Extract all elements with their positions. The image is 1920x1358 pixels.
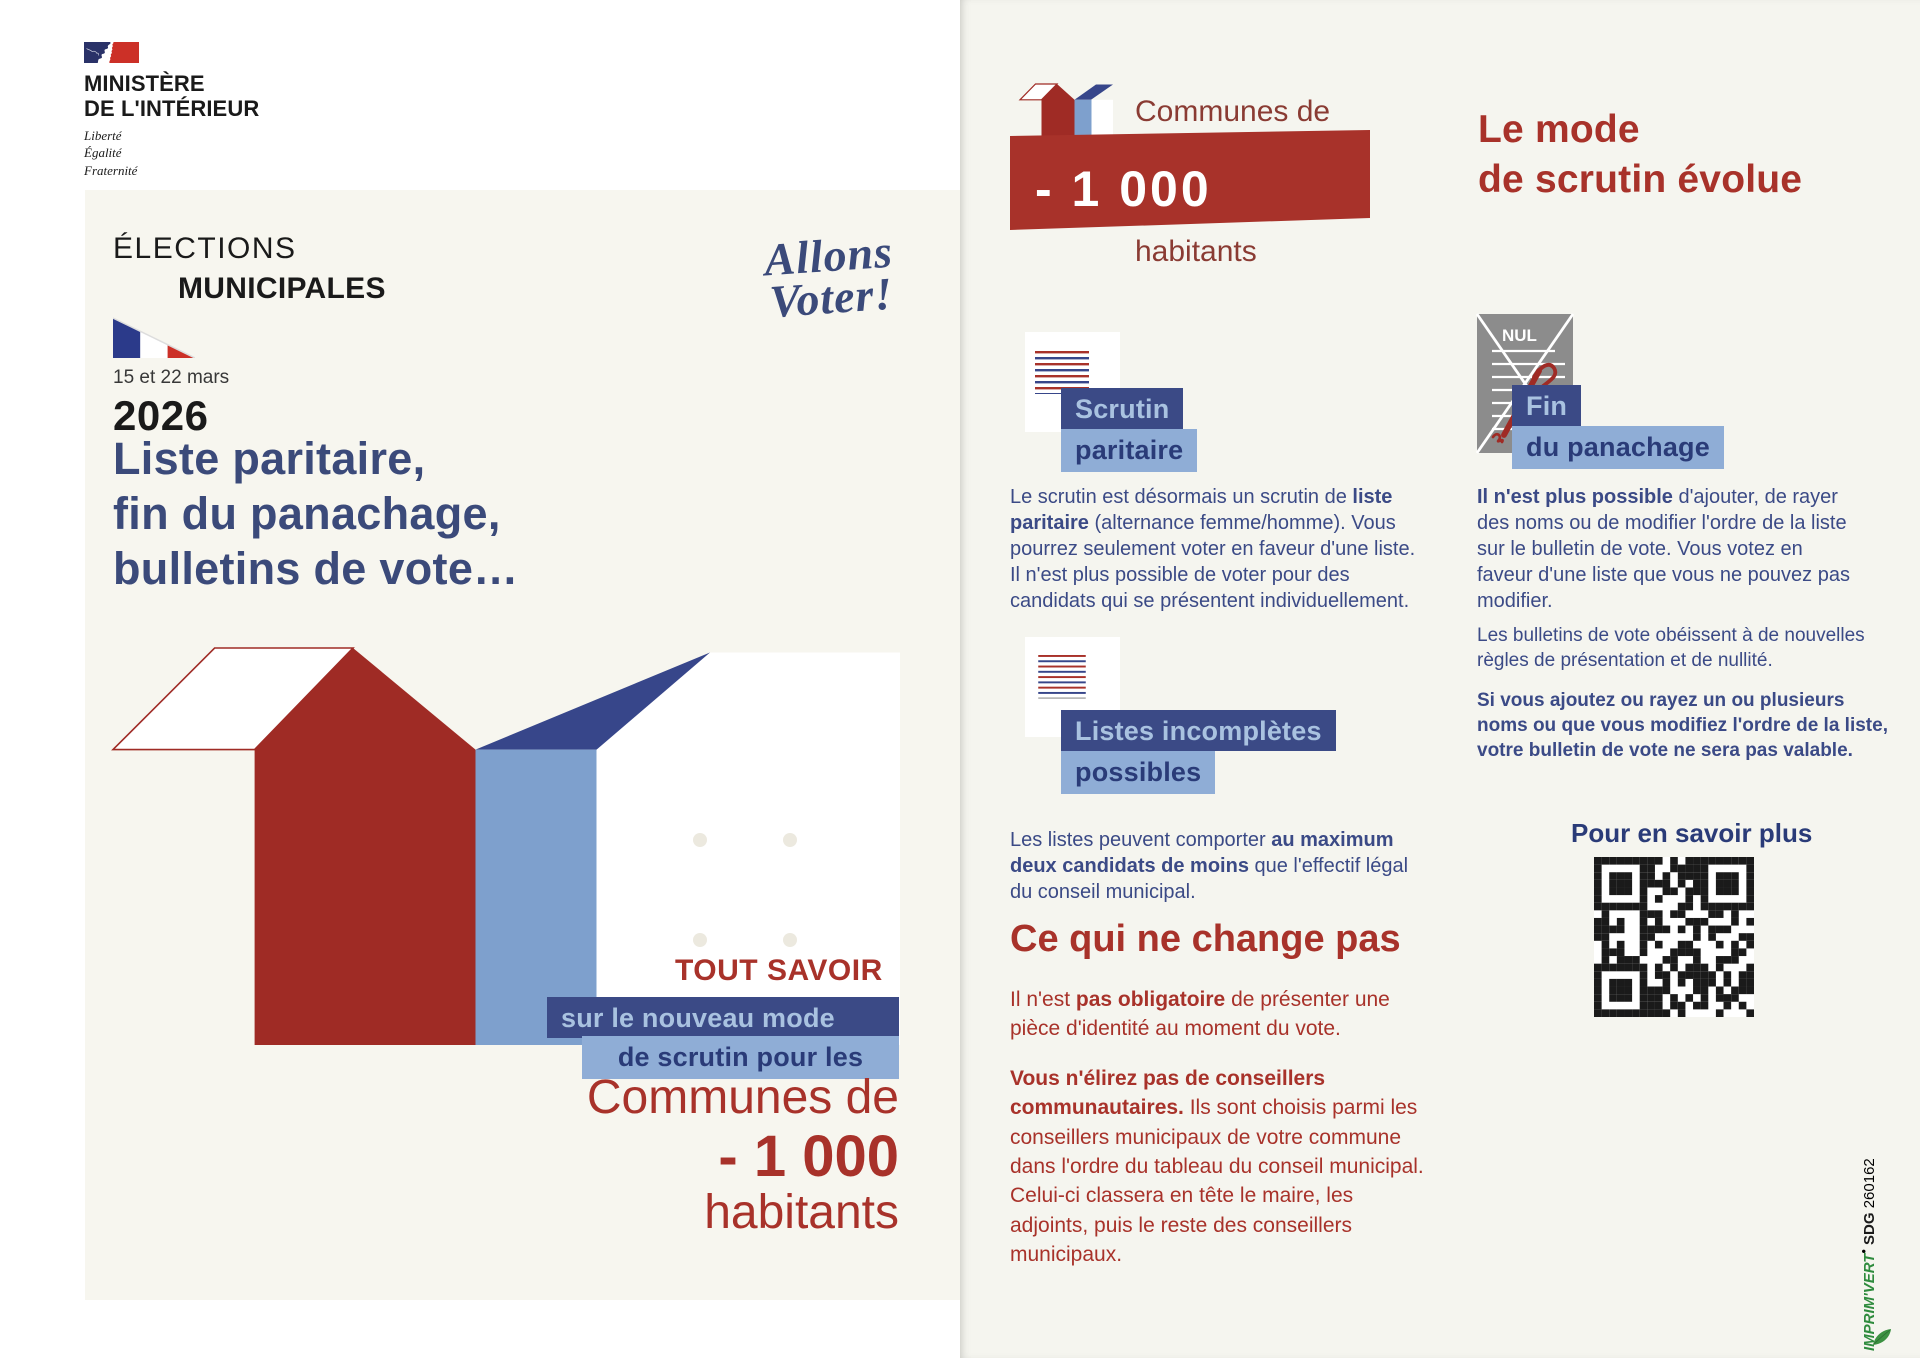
svg-text:NUL: NUL (1502, 326, 1537, 345)
